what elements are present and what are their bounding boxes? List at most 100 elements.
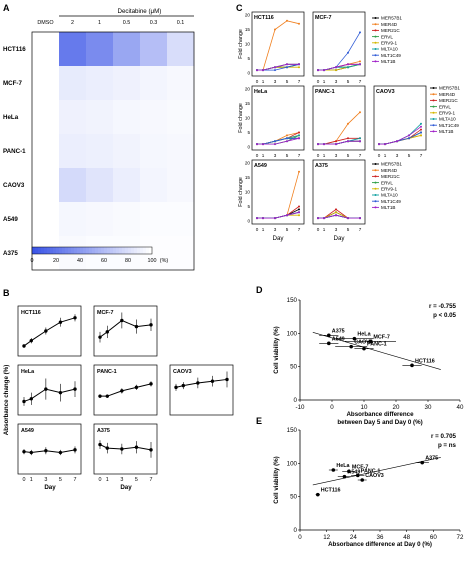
heatmap-cell	[113, 168, 141, 203]
panel-b-data-point	[105, 330, 109, 334]
scatter-point	[327, 341, 331, 346]
panel-b-data-point	[225, 377, 229, 382]
panel-c-data-point	[323, 143, 325, 146]
scatter-point	[349, 344, 354, 349]
panel-c-y-tick-label: 20	[245, 161, 251, 166]
panel-b-data-point	[134, 324, 139, 329]
colorbar-tick-label: 100	[148, 258, 157, 264]
panel-c-cell-line-label: A375	[315, 163, 328, 169]
panel-c-y-tick-label: 10	[245, 190, 251, 195]
panel-c-x-tick-label: 0	[256, 227, 259, 232]
panel-c-data-point	[298, 170, 300, 173]
panel-c-x-tick-label: 5	[408, 153, 411, 158]
colorbar-segment	[65, 247, 69, 254]
panel-c-y-tick-label: 0	[247, 71, 250, 76]
colorbar-segment	[68, 247, 72, 254]
colorbar-segment	[116, 247, 120, 254]
panel-c-frame	[312, 159, 366, 225]
colorbar-segment	[56, 247, 60, 254]
scatter-trend-line	[312, 457, 441, 486]
scatter-point-label: CAOV3	[365, 473, 384, 479]
panel-c-x-tick-label: 7	[359, 227, 362, 232]
panel-b-data-point	[134, 385, 139, 390]
colorbar-segment	[80, 247, 84, 254]
heatmap-frame	[31, 31, 195, 271]
panel-c-data-point	[323, 69, 325, 72]
panel-c-data-point	[256, 69, 258, 72]
panel-c-data-point	[286, 63, 288, 66]
panel-c-data-point	[384, 143, 386, 146]
panel-c-x-tick-label: 7	[420, 153, 423, 158]
panel-c-frame	[251, 85, 305, 151]
panel-b-data-point	[73, 387, 77, 391]
panel-c-cell-line-label: PANC-1	[315, 89, 335, 95]
panel-b-x-tick-label: 0	[99, 477, 102, 483]
heatmap-row-label: A375	[3, 250, 18, 257]
colorbar-segment	[38, 247, 42, 254]
panel-c-x-tick-label: 3	[274, 227, 277, 232]
panel-c-x-tick-label: 7	[298, 153, 301, 158]
colorbar-segment	[146, 247, 150, 254]
panel-c-data-point	[286, 214, 288, 217]
panel-c-legend-marker	[432, 105, 435, 108]
panel-c-data-point	[274, 140, 276, 143]
colorbar-segment	[59, 247, 63, 254]
scatter-stat-annotation: r = -0.755	[429, 303, 457, 310]
scatter-point-label: HCT116	[415, 358, 435, 364]
panel-b-x-tick-label: 1	[106, 477, 109, 483]
panel-c-data-point	[298, 66, 300, 69]
scatter-point-label: A375	[425, 456, 438, 462]
panel-c-data-point	[256, 217, 258, 220]
panel-c-y-tick-label: 20	[245, 13, 251, 18]
panel-c-data-point	[286, 140, 288, 143]
panel-c-data-point	[317, 69, 319, 72]
heatmap-cell	[167, 168, 195, 203]
colorbar-segment	[125, 247, 129, 254]
panel-c-data-point	[298, 211, 300, 214]
panel-b-data-point	[44, 387, 48, 391]
heatmap-cell	[59, 202, 87, 237]
panel-b-frame	[93, 423, 158, 475]
heatmap-row-label: MCF-7	[3, 80, 22, 87]
scatter-point-label: HeLa	[357, 332, 371, 338]
panel-c-series-line	[318, 111, 361, 145]
panel-c-y-tick-label: 0	[247, 145, 250, 150]
scatter-point	[420, 460, 425, 465]
panel-b-data-point	[73, 316, 77, 320]
panel-b-y-axis-title: Absorbance change (%)	[3, 365, 10, 435]
panel-b-data-point	[149, 323, 153, 327]
panel-c-y-tick-label: 5	[247, 56, 250, 61]
colorbar-segment	[44, 247, 48, 254]
panel-b-data-point	[73, 448, 77, 452]
panel-c-legend-entry: MLT1C49	[439, 123, 459, 128]
panel-c-legend-marker	[374, 35, 377, 38]
panel-c-data-point	[420, 125, 422, 128]
panel-c-data-point	[335, 140, 337, 143]
heatmap-column-label: 0.1	[177, 20, 185, 26]
panel-b-frame	[93, 364, 158, 416]
panel-c-y-tick-label: 15	[245, 101, 251, 106]
panel-c-legend-entry: MER57B1	[381, 162, 402, 167]
panel-c-data-point	[274, 217, 276, 220]
colorbar-segment	[32, 247, 36, 254]
scatter-point-label: A549	[347, 470, 360, 476]
panel-b-data-point	[22, 449, 26, 454]
panel-c-data-point	[286, 19, 288, 22]
scatter-trend-line	[312, 332, 441, 370]
scatter-point	[342, 474, 347, 479]
panel-b-data-point	[58, 450, 63, 455]
panel-c-data-point	[347, 122, 349, 125]
heatmap-cell	[167, 32, 195, 67]
panel-c-data-point	[298, 131, 300, 134]
colorbar-tick-label: 80	[125, 258, 131, 264]
panel-c-frame	[312, 85, 366, 151]
panel-c-legend-marker	[374, 23, 377, 26]
panel-b-x-tick-label: 1	[30, 477, 33, 483]
panel-c-y-tick-label: 5	[247, 204, 250, 209]
colorbar-segment	[122, 247, 126, 254]
colorbar-segment	[62, 247, 66, 254]
panel-c-data-point	[274, 143, 276, 146]
panel-b-x-axis-title: Day	[44, 484, 56, 491]
panel-c-data-point	[262, 217, 264, 220]
